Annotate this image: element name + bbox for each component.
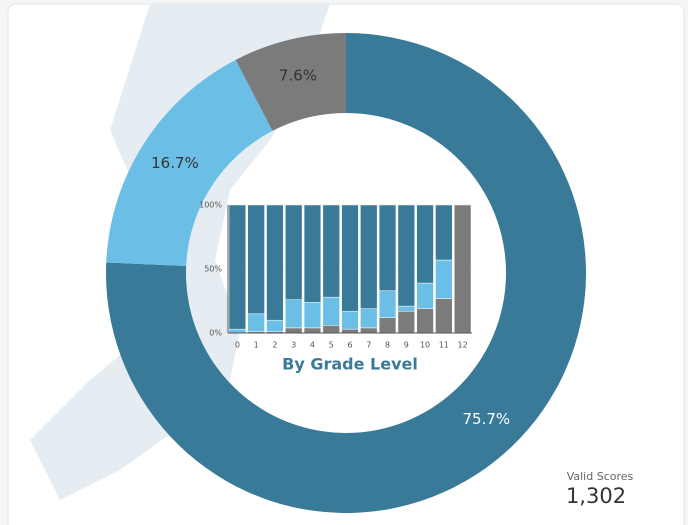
x-tick-label: 3 bbox=[291, 341, 296, 350]
bar-segment bbox=[228, 328, 247, 334]
x-tick-label: 7 bbox=[366, 341, 371, 350]
bar-segment bbox=[435, 204, 453, 261]
bar-segment bbox=[378, 290, 397, 318]
bar-segment bbox=[416, 282, 434, 309]
bar-segment bbox=[303, 302, 322, 329]
x-axis-title: By Grade Level bbox=[282, 355, 418, 374]
bar-segment bbox=[378, 317, 397, 334]
bar-segment bbox=[247, 313, 265, 332]
x-tick-label: 1 bbox=[254, 341, 259, 350]
bar-segment bbox=[322, 204, 340, 298]
y-tick-label: 100% bbox=[199, 201, 222, 210]
donut-label: 75.7% bbox=[463, 410, 511, 428]
bar-segment bbox=[360, 308, 378, 329]
donut-segment bbox=[106, 33, 586, 513]
x-tick-label: 2 bbox=[272, 341, 277, 350]
donut-label: 16.7% bbox=[151, 154, 199, 172]
x-tick-label: 0 bbox=[235, 341, 240, 350]
bar-segment bbox=[266, 204, 284, 321]
bar-segment bbox=[285, 204, 303, 300]
y-tick-label: 50% bbox=[204, 265, 222, 274]
bar-segment bbox=[322, 296, 340, 326]
bar-segment bbox=[397, 305, 415, 312]
bar-segment bbox=[303, 327, 322, 334]
bar-segment bbox=[341, 204, 359, 312]
x-tick-label: 5 bbox=[329, 341, 334, 350]
bar-segment bbox=[285, 299, 303, 329]
x-tick-label: 11 bbox=[439, 341, 449, 350]
x-tick-label: 12 bbox=[458, 341, 468, 350]
bar-segment bbox=[360, 204, 378, 309]
bar-segment bbox=[397, 310, 415, 334]
bar-segment bbox=[228, 204, 247, 330]
bar-segment bbox=[397, 204, 415, 307]
bar-segment bbox=[435, 298, 453, 334]
bar-segment bbox=[341, 328, 359, 334]
summary-value: 1,302 bbox=[566, 484, 626, 508]
bar-segment bbox=[435, 259, 453, 299]
bar-segment bbox=[322, 325, 340, 334]
bar-segment bbox=[360, 327, 378, 334]
x-tick-label: 4 bbox=[310, 341, 315, 350]
bar-segment bbox=[247, 204, 265, 315]
x-tick-label: 8 bbox=[385, 341, 390, 350]
x-tick-label: 9 bbox=[404, 341, 409, 350]
bar-segment bbox=[285, 327, 303, 334]
x-tick-label: 6 bbox=[347, 341, 352, 350]
bar-segment bbox=[266, 319, 284, 332]
bar-segment bbox=[416, 204, 434, 284]
bar-segment bbox=[303, 204, 322, 303]
donut-label: 7.6% bbox=[279, 66, 317, 84]
y-tick-label: 0% bbox=[209, 329, 222, 338]
bar-segment bbox=[416, 308, 434, 334]
bar-segment bbox=[341, 310, 359, 330]
donut-segment bbox=[235, 33, 346, 131]
x-tick-label: 10 bbox=[420, 341, 430, 350]
donut-segment bbox=[106, 59, 273, 266]
bar-segment bbox=[453, 204, 472, 334]
bar-segment bbox=[378, 204, 397, 292]
summary-label: Valid Scores bbox=[567, 470, 634, 483]
